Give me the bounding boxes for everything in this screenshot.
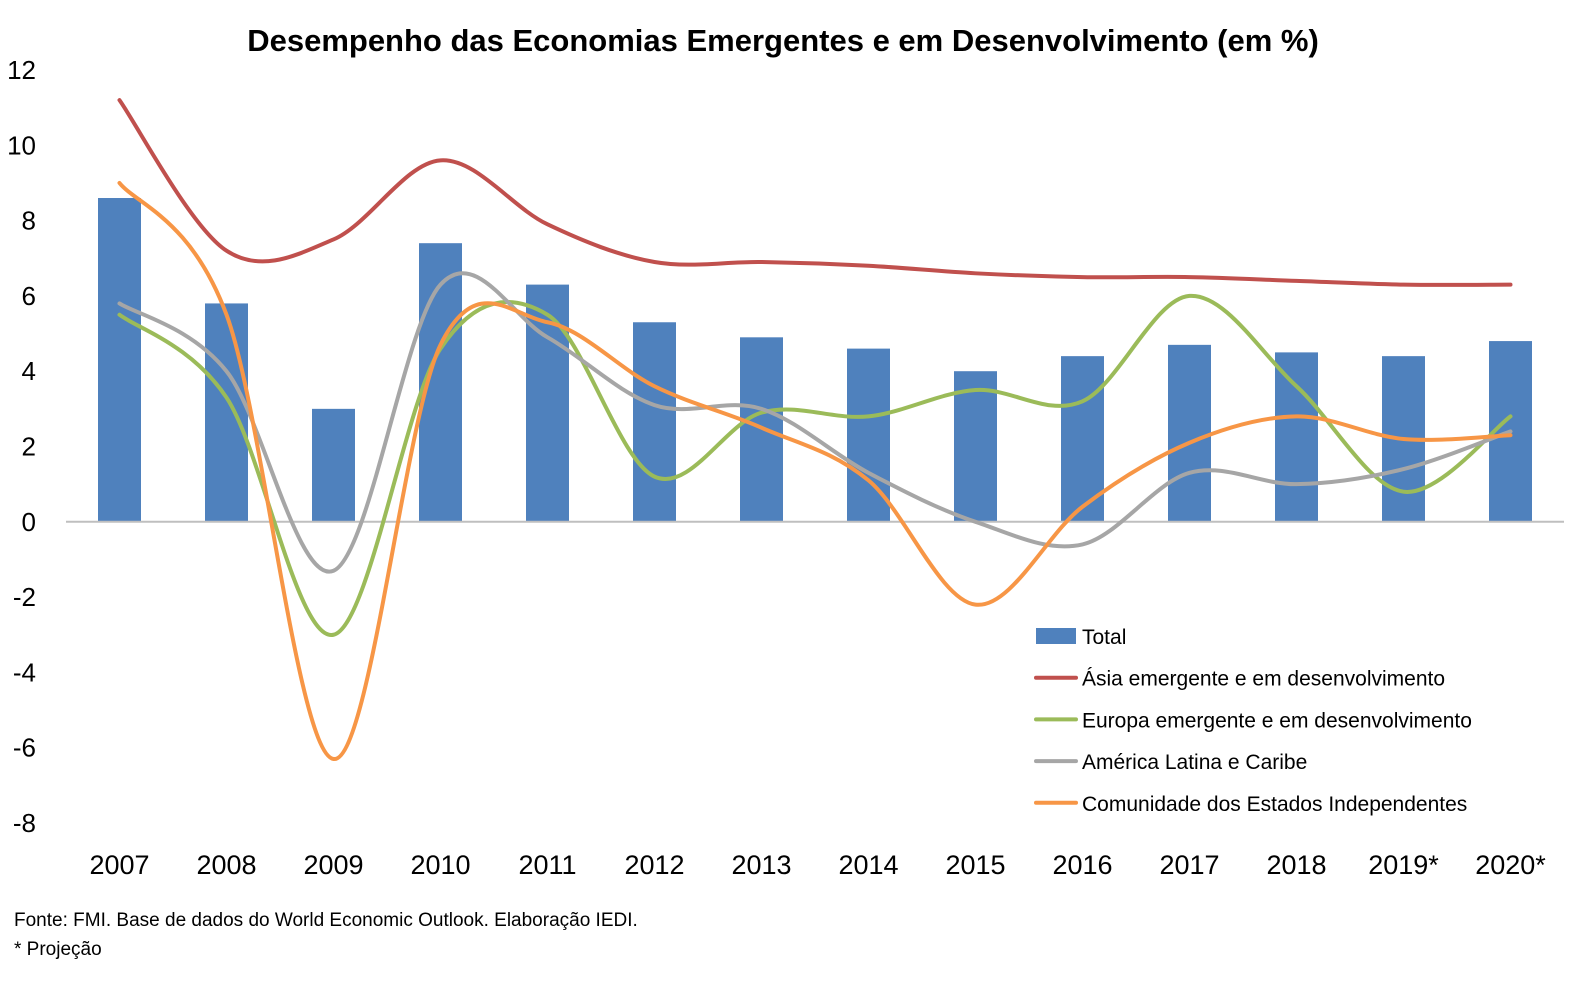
legend-label: Ásia emergente e em desenvolvimento — [1082, 668, 1445, 691]
x-axis-ticks: 2007 2008 2009 2010 2011 2012 2013 2014 2015 2016… — [89, 850, 1546, 880]
footnote-projection: * Projeção — [14, 939, 102, 960]
x-tick-label: 2015 — [945, 850, 1005, 880]
x-tick-label: 2007 — [89, 850, 149, 880]
legend-label: América Latina e Caribe — [1082, 751, 1307, 774]
x-tick-label: 2012 — [624, 850, 684, 880]
legend-label: Europa emergente e em desenvolvimento — [1082, 709, 1472, 732]
bar-total-2008 — [205, 303, 248, 522]
x-tick-label: 2010 — [410, 850, 470, 880]
y-axis-ticks: 12 10 8 6 4 2 0 -2 -4 -6 -8 — [7, 55, 36, 838]
bar-total-2017 — [1168, 344, 1211, 522]
bar-total-2018 — [1275, 352, 1318, 522]
y-tick-label: -4 — [13, 657, 36, 687]
legend-label: Comunidade dos Estados Independentes — [1082, 793, 1467, 816]
line-asia — [117, 98, 1513, 287]
y-tick-label: 6 — [22, 281, 36, 311]
chart-title: Desempenho das Economias Emergentes e em… — [247, 23, 1319, 58]
line-europa — [117, 293, 1513, 637]
legend: Total Ásia emergente e em desenvolvimento… — [1034, 626, 1472, 816]
legend-label: Total — [1082, 626, 1126, 649]
x-tick-label: 2008 — [196, 850, 256, 880]
y-tick-label: 4 — [22, 356, 36, 386]
x-tick-label: 2013 — [731, 850, 791, 880]
line-series — [117, 98, 1513, 761]
x-tick-label: 2011 — [518, 850, 576, 880]
line-america-latina — [117, 271, 1513, 574]
bar-series — [98, 198, 1532, 522]
x-tick-label: 2009 — [303, 850, 363, 880]
x-tick-label: 2017 — [1159, 850, 1219, 880]
y-tick-label: 2 — [22, 432, 36, 462]
bar-total-2011 — [526, 284, 569, 522]
x-tick-label: 2019* — [1368, 850, 1439, 880]
x-tick-label: 2014 — [838, 850, 898, 880]
line-cei — [117, 180, 1513, 761]
y-tick-label: -6 — [13, 733, 36, 763]
y-tick-label: 8 — [22, 206, 36, 236]
x-tick-label: 2020* — [1475, 850, 1546, 880]
y-tick-label: 10 — [7, 130, 36, 160]
legend-swatch-bar — [1036, 628, 1076, 644]
bar-total-2007 — [98, 198, 141, 522]
y-tick-label: 12 — [7, 55, 36, 85]
x-tick-label: 2016 — [1052, 850, 1112, 880]
bar-total-2015 — [954, 371, 997, 522]
x-tick-label: 2018 — [1266, 850, 1326, 880]
bar-total-2009 — [312, 408, 355, 522]
footnote-source: Fonte: FMI. Base de dados do World Econo… — [14, 910, 638, 931]
y-tick-label: 0 — [22, 507, 36, 537]
y-tick-label: -2 — [13, 582, 36, 612]
bar-total-2012 — [633, 322, 676, 522]
y-tick-label: -8 — [13, 808, 36, 838]
